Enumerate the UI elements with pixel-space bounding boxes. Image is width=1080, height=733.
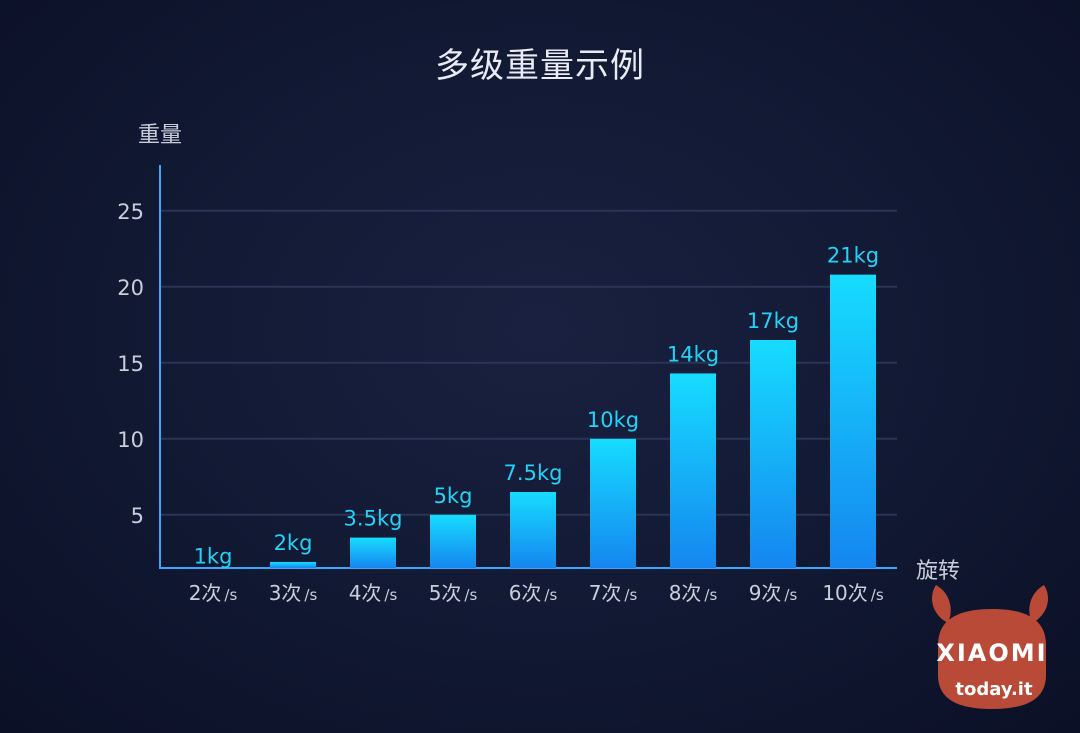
x-tick-label: 5次/s: [429, 581, 478, 605]
y-tick-label: 20: [117, 276, 144, 300]
y-tick-label: 25: [117, 200, 144, 224]
watermark-site: today.it: [955, 679, 1033, 700]
x-tick-unit: /s: [464, 586, 477, 604]
y-axis-title: 重量: [138, 123, 182, 148]
x-tick-category: 2次: [189, 581, 222, 605]
x-tick-category: 5次: [429, 581, 462, 605]
data-label: 14kg: [667, 342, 719, 366]
x-tick-unit: /s: [224, 586, 237, 604]
x-tick-category: 4次: [349, 581, 382, 605]
y-tick-label: 10: [117, 428, 144, 452]
bar-8次: [670, 373, 716, 568]
data-label: 21kg: [827, 244, 879, 268]
x-tick-unit: /s: [304, 586, 317, 604]
x-tick-category: 8次: [669, 581, 702, 605]
x-tick-unit: /s: [544, 586, 557, 604]
x-axis-title: 旋转: [916, 559, 960, 584]
data-label: 2kg: [274, 531, 313, 555]
bar-3次: [270, 561, 316, 568]
x-tick-label: 9次/s: [749, 581, 798, 605]
bunny-head-icon: [938, 609, 1046, 709]
x-tick-unit: /s: [624, 586, 637, 604]
bar-10次: [830, 274, 876, 568]
data-label: 10kg: [587, 408, 639, 432]
x-tick-label: 8次/s: [669, 581, 718, 605]
bunny-ear-right-icon: [1029, 585, 1048, 623]
y-tick-label: 5: [131, 504, 144, 528]
bar-6次: [510, 492, 556, 568]
x-tick-label: 2次/s: [189, 581, 238, 605]
watermark-brand: XIAOMI: [936, 639, 1047, 667]
y-tick-label: 15: [117, 352, 144, 376]
x-tick-label: 3次/s: [269, 581, 318, 605]
bar-5次: [430, 514, 476, 568]
x-tick-unit: /s: [704, 586, 717, 604]
x-tick-category: 6次: [509, 581, 542, 605]
data-label: 1kg: [194, 545, 233, 569]
x-tick-category: 10次: [822, 581, 867, 605]
x-tick-label: 7次/s: [589, 581, 638, 605]
x-tick-category: 3次: [269, 581, 302, 605]
x-tick-unit: /s: [784, 586, 797, 604]
xiaomi-today-watermark: XIAOMI today.it: [932, 585, 1048, 709]
bar-4次: [350, 537, 396, 568]
x-tick-category: 7次: [589, 581, 622, 605]
data-label: 7.5kg: [504, 461, 563, 485]
x-tick-unit: /s: [871, 586, 884, 604]
x-tick-label: 6次/s: [509, 581, 558, 605]
data-label: 17kg: [747, 309, 799, 333]
mi-bunny-logo-icon: [932, 585, 1048, 709]
data-label: 3.5kg: [344, 507, 403, 531]
bar-7次: [590, 438, 636, 568]
bar-9次: [750, 340, 796, 568]
x-tick-category: 9次: [749, 581, 782, 605]
x-tick-label: 10次/s: [822, 581, 884, 605]
data-label: 5kg: [434, 484, 473, 508]
chart-title: 多级重量示例: [435, 46, 645, 86]
x-tick-unit: /s: [384, 586, 397, 604]
x-tick-label: 4次/s: [349, 581, 398, 605]
bunny-ear-left-icon: [932, 585, 951, 623]
